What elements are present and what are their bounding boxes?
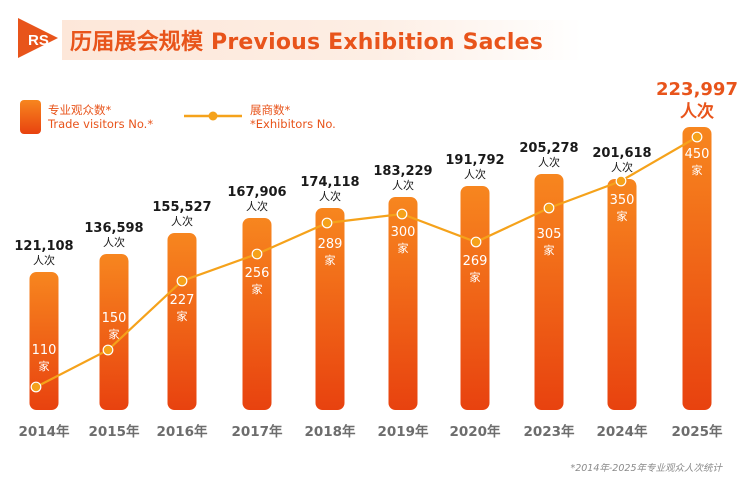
x-tick-2014年: 2014年 [18, 423, 70, 440]
exhibitor-value-2017年: 256 [245, 266, 270, 281]
x-tick-2017年: 2017年 [231, 423, 283, 440]
exhibitor-value-2016年: 227 [170, 293, 195, 308]
x-tick-2016年: 2016年 [156, 423, 208, 440]
visitor-value-2025年: 223,997 [656, 79, 738, 100]
visitor-value-2016年: 155,527 [152, 200, 211, 215]
visitor-unit-2014年: 人次 [33, 253, 55, 267]
visitor-unit-2017年: 人次 [246, 199, 268, 213]
exhibitor-value-2014年: 110 [32, 343, 57, 358]
exhibitors-point-2025年 [691, 131, 703, 143]
bar-2019年 [388, 197, 418, 410]
visitor-value-2015年: 136,598 [84, 221, 143, 236]
rs-logo-icon: RS [18, 18, 58, 58]
bar-legend-label-zh: 专业观众数* [48, 103, 112, 117]
bar-2017年 [242, 218, 272, 410]
bar-2015年 [99, 254, 129, 410]
visitor-unit-2024年: 人次 [611, 160, 633, 174]
exhibitor-unit-2016年: 家 [177, 309, 188, 323]
visitor-value-2014年: 121,108 [14, 239, 73, 254]
exhibitor-unit-2020年: 家 [470, 270, 481, 284]
visitor-unit-2025年: 人次 [680, 101, 714, 122]
exhibitor-value-2015年: 150 [102, 311, 127, 326]
exhibitor-unit-2015年: 家 [109, 327, 120, 341]
bar-2014年 [29, 272, 59, 410]
exhibitors-point-2014年 [30, 381, 42, 393]
exhibitors-point-2020年 [470, 236, 482, 248]
exhibitor-value-2018年: 289 [318, 237, 343, 252]
exhibitor-value-2024年: 350 [610, 193, 635, 208]
line-legend-label-zh: 展商数* [250, 103, 291, 117]
visitor-value-2017年: 167,906 [227, 185, 286, 200]
exhibitor-unit-2014年: 家 [39, 359, 50, 373]
visitor-value-2020年: 191,792 [445, 153, 504, 168]
exhibitor-value-2023年: 305 [537, 227, 562, 242]
visitor-unit-2020年: 人次 [464, 167, 486, 181]
bar-legend-swatch [20, 100, 41, 134]
line-legend-swatch [184, 111, 242, 121]
exhibitor-unit-2017年: 家 [252, 282, 263, 296]
exhibitor-value-2020年: 269 [463, 254, 488, 269]
page-title: 历届展会规模 Previous Exhibition Sacles [70, 30, 544, 55]
exhibitors-line [35, 136, 698, 388]
x-tick-2020年: 2020年 [449, 423, 501, 440]
x-tick-2018年: 2018年 [304, 423, 356, 440]
x-tick-2024年: 2024年 [596, 423, 648, 440]
exhibitor-unit-2019年: 家 [398, 241, 409, 255]
logo-text: RS [28, 32, 49, 49]
bar-2018年 [315, 208, 345, 410]
exhibitors-point-2015年 [102, 344, 114, 356]
x-tick-2023年: 2023年 [523, 423, 575, 440]
exhibitor-value-2019年: 300 [391, 225, 416, 240]
exhibitors-point-2023年 [543, 202, 555, 214]
visitor-unit-2015年: 人次 [103, 235, 125, 249]
exhibitors-point-2019年 [396, 208, 408, 220]
visitor-value-2018年: 174,118 [300, 175, 359, 190]
exhibitors-point-2018年 [321, 217, 333, 229]
bar-2023年 [534, 174, 564, 410]
bar-legend-label-en: Trade visitors No.* [48, 117, 154, 131]
visitor-value-2019年: 183,229 [373, 164, 432, 179]
exhibitor-unit-2023年: 家 [544, 243, 555, 257]
x-tick-2025年: 2025年 [671, 423, 723, 440]
line-legend-label-en: *Exhibitors No. [250, 117, 336, 131]
visitor-unit-2018年: 人次 [319, 189, 341, 203]
exhibitor-unit-2018年: 家 [325, 253, 336, 267]
visitor-value-2023年: 205,278 [519, 141, 578, 156]
bar-2025年 [682, 127, 712, 410]
x-tick-2015年: 2015年 [88, 423, 140, 440]
x-tick-2019年: 2019年 [377, 423, 429, 440]
exhibitor-unit-2025年: 家 [692, 163, 703, 177]
exhibitors-point-2017年 [251, 248, 263, 260]
exhibitors-point-2016年 [176, 275, 188, 287]
exhibitor-unit-2024年: 家 [617, 209, 628, 223]
footnote: *2014年-2025年专业观众人次统计 [570, 463, 722, 474]
visitor-unit-2016年: 人次 [171, 214, 193, 228]
visitor-value-2024年: 201,618 [592, 146, 651, 161]
bar-2020年 [460, 186, 490, 410]
title-background [62, 20, 582, 60]
exhibitors-point-2024年 [615, 175, 627, 187]
visitor-unit-2023年: 人次 [538, 155, 560, 169]
exhibitor-value-2025年: 450 [685, 147, 710, 162]
bar-2024年 [607, 179, 637, 410]
visitor-unit-2019年: 人次 [392, 178, 414, 192]
